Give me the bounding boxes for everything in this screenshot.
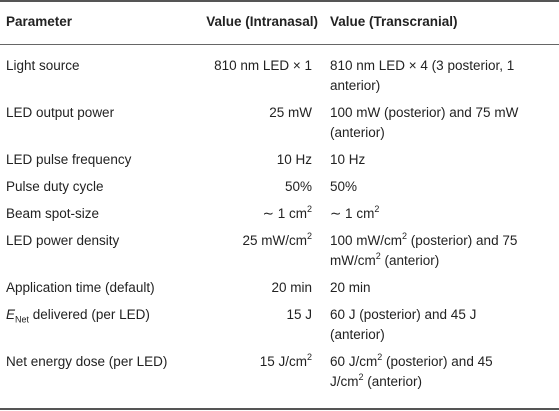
row-transcranial-value: 10 Hz: [330, 152, 366, 167]
row-transcranial-value: 100 mW/cm2 (posterior) and 75 mW/cm2 (an…: [324, 224, 559, 271]
value-base: ∼ 1 cm: [330, 206, 375, 221]
row-intranasal-value: 20 min: [271, 280, 312, 295]
row-parameter: Net energy dose (per LED): [6, 354, 168, 369]
row-transcranial-value: 810 nm LED × 4 (3 posterior, 1 anterior): [324, 44, 559, 96]
row-parameter: LED pulse frequency: [6, 152, 132, 167]
row-parameter: Application time (default): [6, 280, 155, 295]
table-row: Net energy dose (per LED) 15 J/cm2 60 J/…: [0, 345, 559, 392]
row-parameter: LED output power: [6, 105, 115, 120]
row-intranasal-value: 15 J/cm2: [190, 345, 324, 392]
row-parameter: Beam spot-size: [6, 206, 100, 221]
table-row: Beam spot-size ∼ 1 cm2 ∼ 1 cm2: [0, 197, 559, 224]
table-row: LED pulse frequency 10 Hz 10 Hz: [0, 143, 559, 170]
transcranial-line-1: 60 J (posterior) and 45 J: [330, 307, 477, 322]
row-intranasal-value: 25 mW/cm2: [190, 224, 324, 271]
table-row: Light source 810 nm LED × 1 810 nm LED ×…: [0, 44, 559, 96]
row-transcranial-value: 20 min: [330, 280, 371, 295]
value-superscript: 2: [306, 351, 312, 362]
row-transcranial-value: 60 J (posterior) and 45 J (anterior): [324, 298, 559, 345]
value-base: J/cm: [330, 374, 359, 389]
transcranial-line-2: (anterior): [330, 327, 385, 342]
value-base: 15 J/cm: [259, 354, 307, 369]
row-intranasal-value: 50%: [284, 179, 312, 194]
value-base: ∼ 1 cm: [262, 206, 307, 221]
row-parameter: LED power density: [6, 233, 120, 248]
value-base: 60 J/cm: [330, 354, 378, 369]
param-italic: E: [6, 307, 16, 322]
value-superscript: 2: [306, 203, 312, 214]
table-row: LED output power 25 mW 100 mW (posterior…: [0, 96, 559, 143]
row-intranasal-value: 10 Hz: [276, 152, 312, 167]
table-header-rule: [0, 44, 559, 45]
transcranial-line-2: anterior): [330, 78, 381, 93]
table-row: ENet delivered (per LED) 15 J 60 J (post…: [0, 298, 559, 345]
row-intranasal-value: ∼ 1 cm2: [190, 197, 324, 224]
header-parameter: Parameter: [6, 14, 73, 29]
value-superscript: 2: [358, 371, 364, 382]
value-base: 100 mW/cm: [330, 233, 403, 248]
row-intranasal-value: 810 nm LED × 1: [214, 58, 312, 73]
row-transcranial-value: 60 J/cm2 (posterior) and 45 J/cm2 (anter…: [324, 345, 559, 392]
table-header-row: Parameter Value (Intranasal) Value (Tran…: [0, 0, 559, 44]
header-intranasal: Value (Intranasal): [206, 14, 318, 29]
value-superscript: 2: [377, 351, 383, 362]
row-intranasal-value: 15 J: [286, 307, 312, 322]
value-rest: (anterior): [380, 253, 440, 268]
transcranial-line-1: 100 mW (posterior) and 75 mW: [330, 105, 519, 120]
value-base: mW/cm: [330, 253, 376, 268]
value-base: 25 mW/cm: [242, 233, 307, 248]
param-subscript: Net: [15, 314, 30, 325]
table-top-rule: [0, 0, 559, 2]
table-row: Application time (default) 20 min 20 min: [0, 271, 559, 298]
transcranial-line-2: (anterior): [330, 125, 385, 140]
transcranial-line-1: 810 nm LED × 4 (3 posterior, 1: [330, 58, 515, 73]
row-transcranial-value: 100 mW (posterior) and 75 mW (anterior): [324, 96, 559, 143]
value-superscript: 2: [375, 250, 381, 261]
param-rest: delivered (per LED): [29, 307, 150, 322]
value-superscript: 2: [374, 203, 380, 214]
table-bottom-rule: [0, 408, 559, 410]
table-row: LED power density 25 mW/cm2 100 mW/cm2 (…: [0, 224, 559, 271]
header-transcranial: Value (Transcranial): [330, 14, 458, 29]
value-superscript: 2: [402, 230, 408, 241]
parameter-table: Parameter Value (Intranasal) Value (Tran…: [0, 0, 559, 392]
row-parameter: ENet delivered (per LED): [0, 298, 190, 345]
value-rest: (posterior) and 45: [382, 354, 493, 369]
value-superscript: 2: [306, 230, 312, 241]
row-transcranial-value: 50%: [330, 179, 358, 194]
value-rest: (posterior) and 75: [407, 233, 518, 248]
row-parameter: Light source: [6, 58, 80, 73]
row-intranasal-value: 25 mW: [269, 105, 312, 120]
value-rest: (anterior): [363, 374, 423, 389]
table-row: Pulse duty cycle 50% 50%: [0, 170, 559, 197]
row-parameter: Pulse duty cycle: [6, 179, 104, 194]
row-transcranial-value: ∼ 1 cm2: [324, 197, 559, 224]
